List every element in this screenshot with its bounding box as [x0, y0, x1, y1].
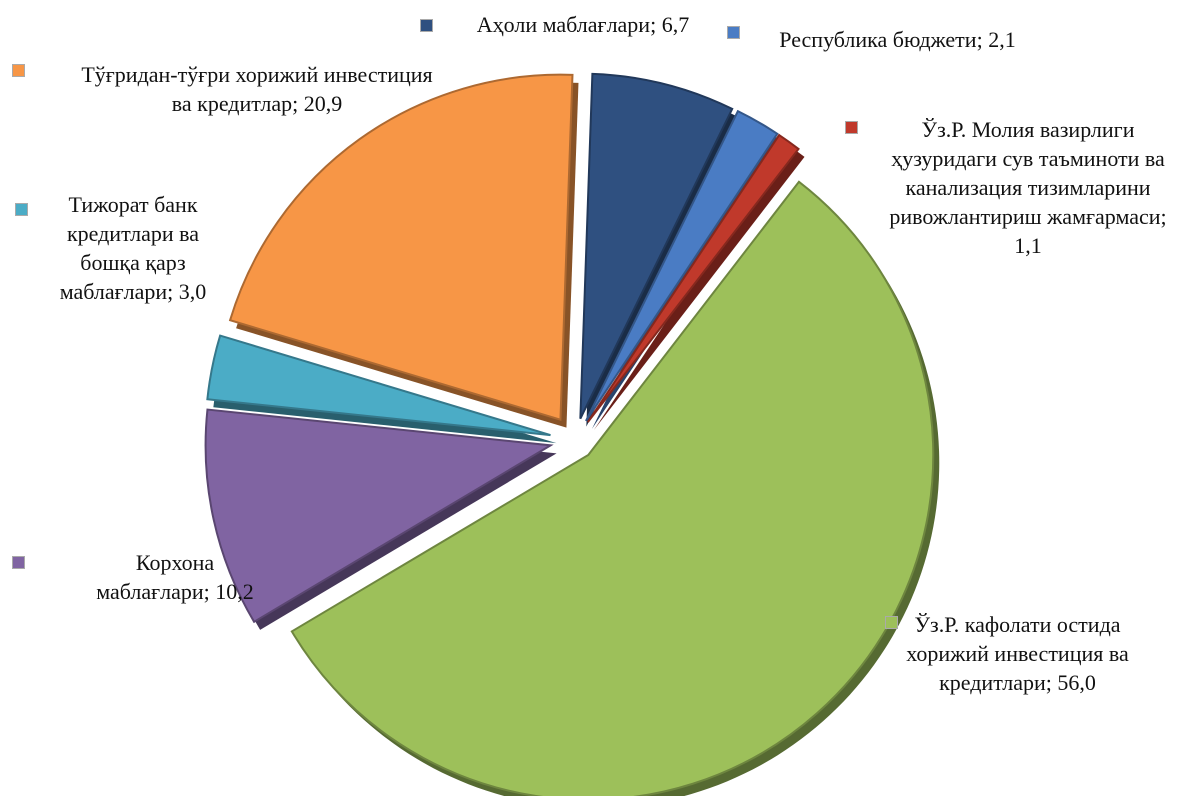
label-marker	[845, 121, 858, 134]
data-label: Ўз.Р. Молия вазирлиги ҳузуридаги сув таъ…	[878, 115, 1178, 260]
data-label: Аҳоли маблағлари; 6,7	[448, 10, 718, 39]
label-separator: ;	[976, 27, 989, 52]
label-marker	[727, 26, 740, 39]
label-name: Аҳоли маблағлари	[476, 12, 651, 37]
slice	[585, 109, 779, 422]
slice	[586, 133, 800, 423]
label-separator: ;	[650, 12, 662, 37]
label-value: 56,0	[1057, 670, 1096, 695]
label-value: 10,2	[215, 579, 254, 604]
slice-shadow	[593, 143, 805, 431]
label-value: 6,7	[661, 12, 690, 37]
data-label: Корхона маблағлари; 10,2	[90, 548, 260, 606]
slice	[204, 408, 554, 624]
data-label: Ўз.Р. кафолати остида хорижий инвестиция…	[905, 610, 1130, 697]
label-name: Ўз.Р. Молия вазирлиги ҳузуридаги сув таъ…	[889, 117, 1165, 229]
label-separator: ;	[167, 279, 179, 304]
label-name: Тўғридан-тўғри хорижий инвестиция ва кре…	[81, 62, 433, 116]
label-separator: ;	[1045, 670, 1058, 695]
label-value: 2,1	[988, 27, 1016, 52]
label-marker	[12, 64, 25, 77]
label-separator: ;	[203, 579, 216, 604]
label-name: Тижорат банк кредитлари ва бошқа қарз ма…	[59, 192, 200, 304]
label-marker	[12, 556, 25, 569]
label-separator: ;	[292, 91, 304, 116]
label-value: 20,9	[303, 91, 343, 116]
label-value: 3,0	[178, 279, 207, 304]
label-name: Ўз.Р. кафолати остида хорижий инвестиция…	[906, 612, 1129, 695]
data-label: Тўғридан-тўғри хорижий инвестиция ва кре…	[72, 60, 442, 118]
label-name: Республика бюджети	[779, 27, 977, 52]
label-marker	[885, 616, 898, 629]
label-value: 1,1	[1014, 233, 1042, 258]
data-label: Республика бюджети; 2,1	[755, 25, 1040, 54]
slice	[206, 334, 551, 437]
data-label: Тижорат банк кредитлари ва бошқа қарз ма…	[38, 190, 228, 306]
slice	[228, 73, 574, 422]
label-marker	[420, 19, 433, 32]
slice	[579, 72, 734, 420]
label-name: Корхона маблағлари	[96, 550, 215, 604]
label-marker	[15, 203, 28, 216]
slice	[290, 180, 935, 796]
label-separator: ;	[1160, 204, 1167, 229]
